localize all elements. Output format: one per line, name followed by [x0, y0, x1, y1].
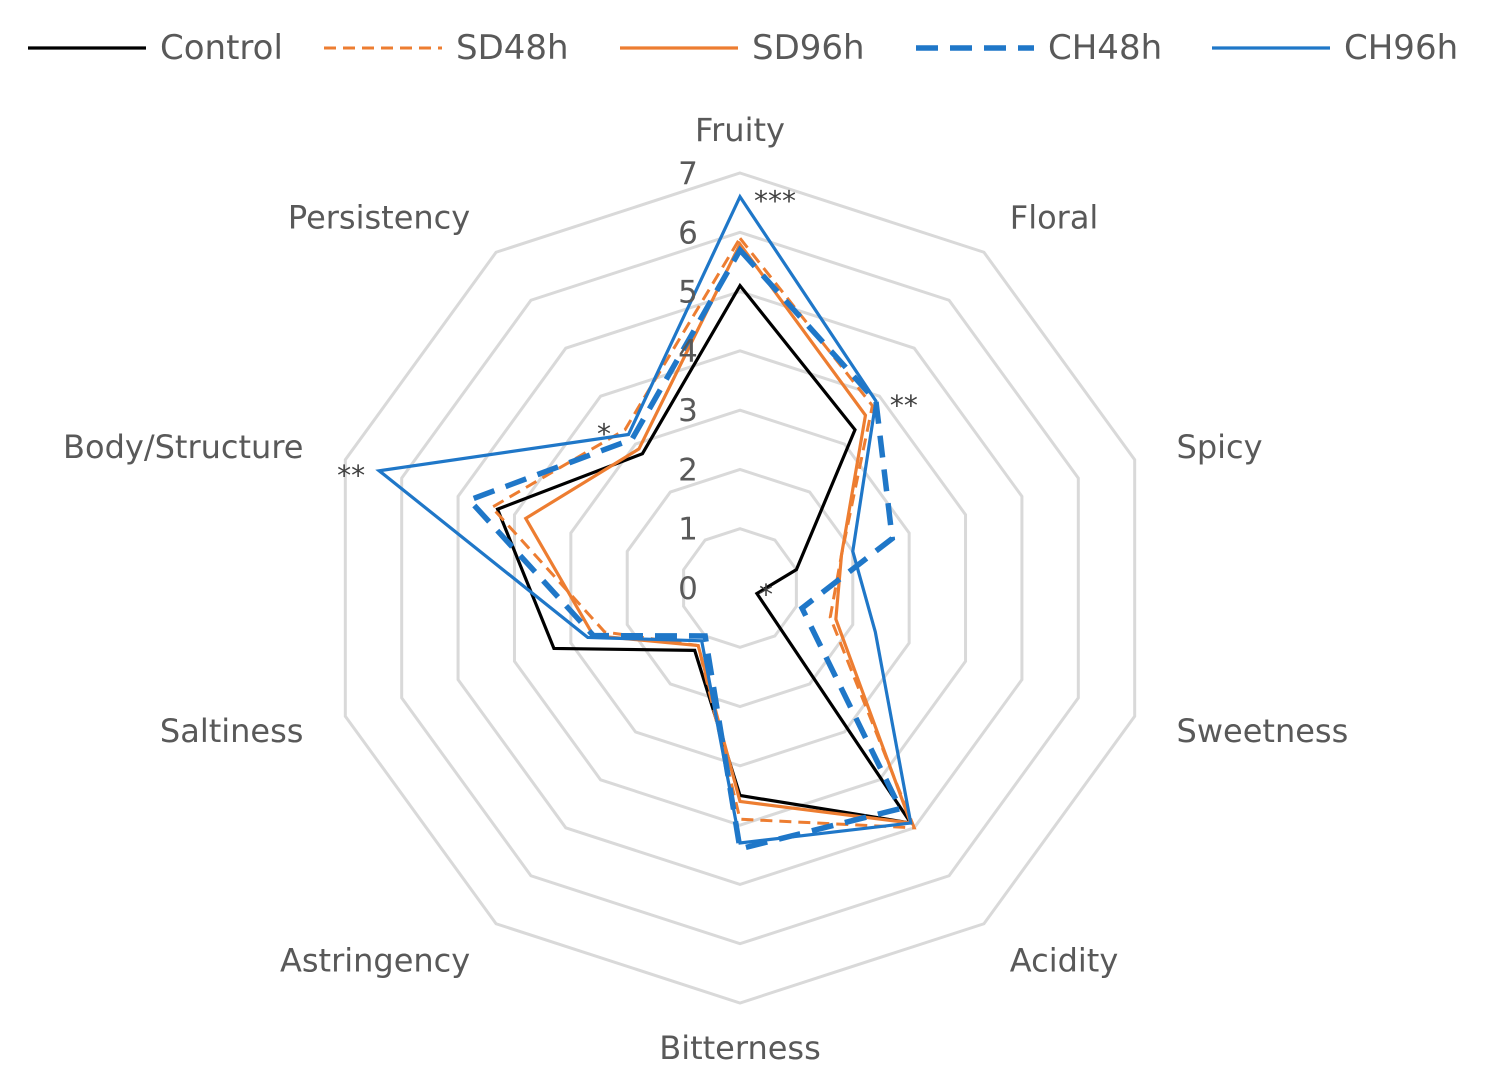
category-label: Fruity [695, 111, 785, 149]
significance-marker: ** [890, 389, 918, 422]
category-label: Body/Structure [63, 428, 303, 466]
tick-label: 3 [678, 393, 698, 429]
legend-swatch [28, 46, 146, 50]
radial-ticks: 0 1 2 3 4 5 6 7 [678, 156, 698, 607]
series-layer [375, 193, 917, 853]
significance-marker: ** [337, 459, 365, 492]
significance-marker: * [597, 418, 611, 451]
legend-item: CH96h [1212, 18, 1458, 78]
grid-ring-6 [400, 230, 1080, 946]
legend: Control SD48h SD96h CH48h CH96h [0, 18, 1490, 78]
grid-ring-5 [456, 289, 1024, 887]
category-label: Bitterness [659, 1029, 821, 1067]
category-label: Sweetness [1177, 712, 1349, 750]
legend-label: SD96h [752, 28, 865, 68]
legend-label: CH48h [1048, 28, 1163, 68]
legend-label: Control [160, 28, 283, 68]
tick-label: 7 [678, 156, 698, 192]
legend-swatch [916, 45, 1034, 51]
grid-ring-7 [343, 171, 1137, 1005]
legend-label: SD48h [456, 28, 569, 68]
tick-label: 1 [678, 512, 698, 548]
tick-label: 0 [678, 571, 698, 607]
grid-ring-2 [625, 467, 855, 709]
legend-item: SD96h [620, 18, 865, 78]
legend-item: Control [28, 18, 283, 78]
category-label: Persistency [288, 199, 470, 237]
series-line-1 [489, 235, 917, 830]
significance-marker: *** [754, 185, 796, 218]
series-line-0 [495, 282, 915, 826]
tick-label: 5 [678, 275, 698, 311]
significance-marker: * [759, 578, 773, 611]
legend-swatch [620, 46, 738, 50]
series-line-3 [464, 245, 905, 853]
legend-item: CH48h [916, 18, 1162, 78]
category-labels: Fruity Floral Spicy Sweetness Acidity Bittern… [63, 111, 1348, 1067]
category-label: Astringency [280, 941, 470, 979]
legend-label: CH96h [1344, 28, 1459, 68]
series-line-2 [523, 241, 914, 825]
legend-item: SD48h [324, 18, 569, 78]
tick-label: 6 [678, 215, 698, 251]
series-line-4 [375, 193, 913, 845]
grid-ring-1 [682, 527, 798, 649]
tick-label: 2 [678, 452, 698, 488]
significance-markers: ********* [337, 185, 918, 611]
legend-swatch [1212, 46, 1330, 50]
legend-swatch [324, 46, 442, 50]
category-label: Saltiness [160, 712, 304, 750]
category-label: Floral [1010, 199, 1099, 237]
grid [343, 171, 1137, 1005]
category-label: Acidity [1010, 941, 1119, 979]
tick-label: 4 [678, 334, 698, 370]
category-label: Spicy [1177, 428, 1263, 466]
